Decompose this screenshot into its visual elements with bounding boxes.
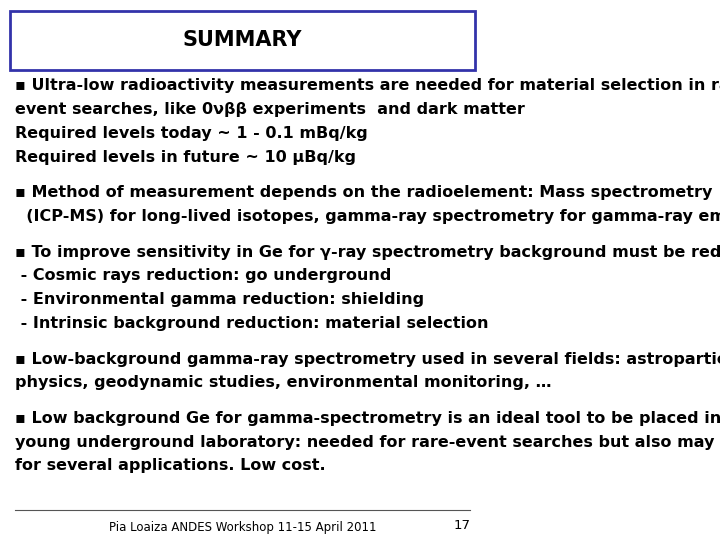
Text: Required levels today ~ 1 - 0.1 mBq/kg: Required levels today ~ 1 - 0.1 mBq/kg [14,126,367,141]
Text: ▪ Method of measurement depends on the radioelement: Mass spectrometry: ▪ Method of measurement depends on the r… [14,185,712,200]
Text: Pia Loaiza ANDES Workshop 11-15 April 2011: Pia Loaiza ANDES Workshop 11-15 April 20… [109,521,377,534]
Text: young underground laboratory: needed for rare-event searches but also may be use: young underground laboratory: needed for… [14,435,720,450]
Text: ▪ To improve sensitivity in Ge for γ-ray spectrometry background must be reduced: ▪ To improve sensitivity in Ge for γ-ray… [14,245,720,260]
Text: SUMMARY: SUMMARY [183,30,302,51]
Text: ▪ Ultra-low radioactivity measurements are needed for material selection in rare: ▪ Ultra-low radioactivity measurements a… [14,78,720,93]
Text: ▪ Low background Ge for gamma-spectrometry is an ideal tool to be placed in a: ▪ Low background Ge for gamma-spectromet… [14,411,720,426]
Text: - Intrinsic background reduction: material selection: - Intrinsic background reduction: materi… [14,316,488,331]
Text: - Cosmic rays reduction: go underground: - Cosmic rays reduction: go underground [14,268,391,284]
Text: - Environmental gamma reduction: shielding: - Environmental gamma reduction: shieldi… [14,292,423,307]
FancyBboxPatch shape [9,11,475,70]
Text: ▪ Low-background gamma-ray spectrometry used in several fields: astroparticle: ▪ Low-background gamma-ray spectrometry … [14,352,720,367]
Text: physics, geodynamic studies, environmental monitoring, …: physics, geodynamic studies, environment… [14,375,551,390]
Text: 17: 17 [454,519,470,532]
Text: for several applications. Low cost.: for several applications. Low cost. [14,458,325,474]
Text: Required levels in future ~ 10 μBq/kg: Required levels in future ~ 10 μBq/kg [14,150,356,165]
Text: (ICP-MS) for long-lived isotopes, gamma-ray spectrometry for gamma-ray emitters: (ICP-MS) for long-lived isotopes, gamma-… [14,209,720,224]
Text: event searches, like 0νββ experiments  and dark matter: event searches, like 0νββ experiments an… [14,102,524,117]
